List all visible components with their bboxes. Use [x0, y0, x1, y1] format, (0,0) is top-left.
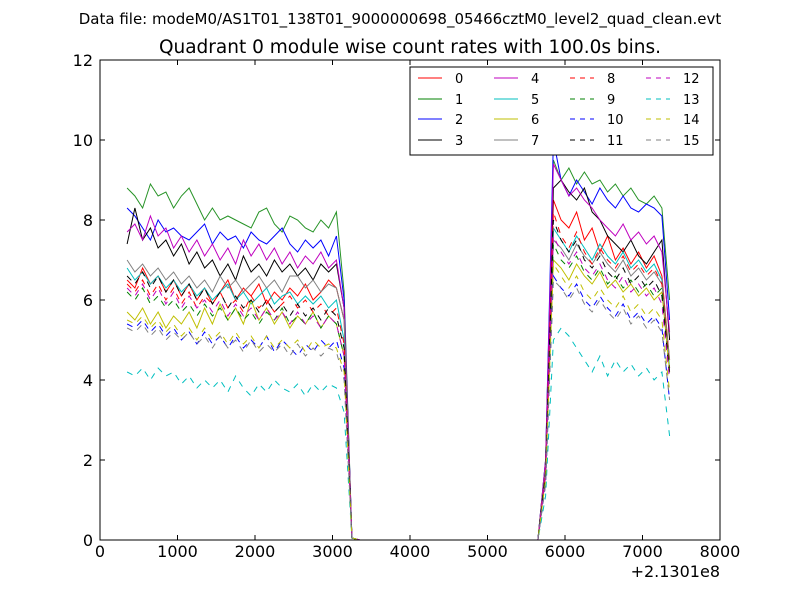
y-tick-label: 2: [83, 451, 93, 470]
series-line-0: [126, 199, 671, 541]
series-line-9: [126, 243, 671, 541]
legend-label-4: 4: [531, 72, 539, 87]
legend-label-12: 12: [683, 72, 700, 87]
series-line-4: [126, 163, 671, 541]
x-tick-label: 8000: [700, 542, 741, 561]
series-line-6: [126, 258, 671, 541]
x-tick-label: 6000: [545, 542, 586, 561]
legend-label-15: 15: [683, 134, 700, 149]
x-tick-label: 5000: [467, 542, 508, 561]
legend-label-9: 9: [607, 93, 615, 108]
legend-label-8: 8: [607, 72, 615, 87]
x-tick-label: 3000: [312, 542, 353, 561]
legend-label-14: 14: [683, 113, 700, 128]
legend-label-0: 0: [455, 72, 463, 87]
legend-label-1: 1: [455, 93, 463, 108]
series-layer: [126, 139, 671, 541]
series-line-14: [126, 262, 671, 541]
y-tick-label: 8: [83, 211, 93, 230]
legend-label-6: 6: [531, 113, 539, 128]
legend-label-13: 13: [683, 93, 700, 108]
x-tick-label: 4000: [390, 542, 431, 561]
series-line-12: [126, 235, 671, 541]
series-line-11: [126, 219, 671, 541]
legend-box: [409, 66, 714, 156]
legend-label-5: 5: [531, 93, 539, 108]
legend-label-7: 7: [531, 134, 539, 149]
chart-title: Quadrant 0 module wise count rates with …: [159, 37, 661, 58]
x-offset-label: +2.1301e8: [631, 562, 720, 581]
x-tick-label: 1000: [157, 542, 198, 561]
y-tick-label: 10: [73, 131, 93, 150]
legend-label-10: 10: [607, 113, 624, 128]
y-tick-label: 6: [83, 291, 93, 310]
series-line-13: [126, 327, 671, 541]
legend-label-2: 2: [455, 113, 463, 128]
legend-label-11: 11: [607, 134, 624, 149]
legend-label-3: 3: [455, 134, 463, 149]
y-tick-label: 0: [83, 531, 93, 550]
chart-suptitle: Data file: modeM0/AS1T01_138T01_90000006…: [79, 10, 722, 29]
series-line-15: [126, 278, 671, 541]
y-tick-label: 12: [73, 51, 93, 70]
series-line-1: [126, 159, 671, 541]
x-tick-label: 2000: [235, 542, 276, 561]
series-line-8: [126, 211, 671, 541]
x-tick-label: 0: [95, 542, 105, 561]
x-tick-label: 7000: [622, 542, 663, 561]
series-line-7: [126, 238, 671, 541]
ticks-layer: 0 1000 2000 3000 4000 5000 6000 7000 80000246810…: [73, 51, 741, 561]
y-tick-label: 4: [83, 371, 93, 390]
